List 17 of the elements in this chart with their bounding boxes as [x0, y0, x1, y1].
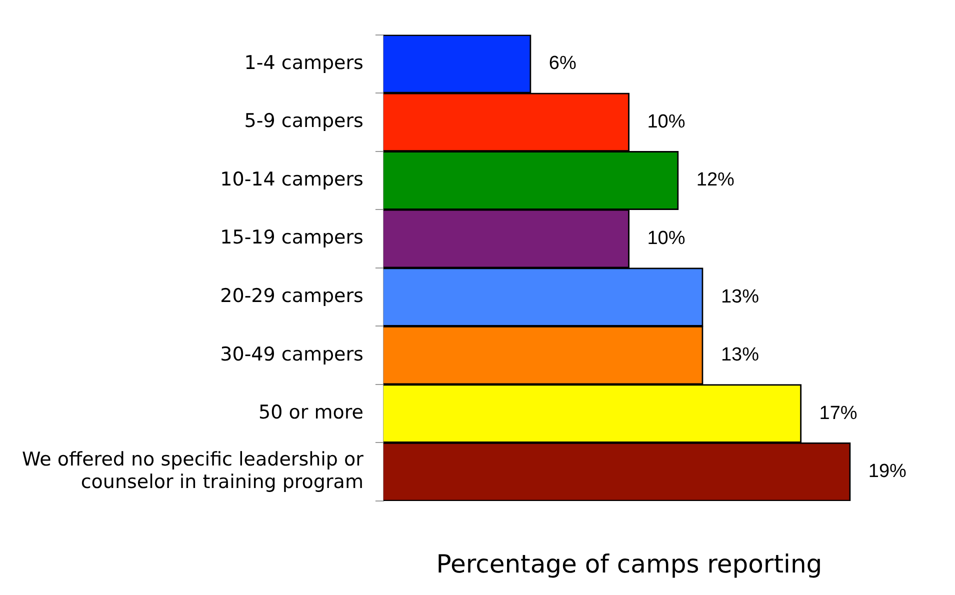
x-axis-title: Percentage of camps reporting	[436, 550, 822, 578]
data-label: 13%	[720, 344, 760, 366]
data-label: 10%	[647, 111, 686, 132]
y-tick-label: 30-49 campers	[220, 343, 364, 366]
y-tick-label: We offered no specific leadership or counselor in training program	[22, 448, 364, 494]
y-tick-label: 5-9 campers	[244, 110, 364, 132]
data-label: 6%	[548, 53, 576, 74]
data-label: 17%	[819, 402, 858, 424]
data-label: 10%	[647, 228, 686, 249]
y-tick-label: 20-29 campers	[220, 284, 364, 307]
y-tick-label: 50 or more	[258, 402, 364, 424]
y-tick-label: 10-14 campers	[220, 168, 364, 190]
y-tick-label: 15-19 campers	[220, 226, 364, 249]
data-label: 12%	[696, 170, 735, 191]
data-label: 19%	[868, 461, 907, 482]
y-tick-label: 1-4 campers	[244, 52, 364, 74]
data-label: 13%	[720, 286, 760, 308]
